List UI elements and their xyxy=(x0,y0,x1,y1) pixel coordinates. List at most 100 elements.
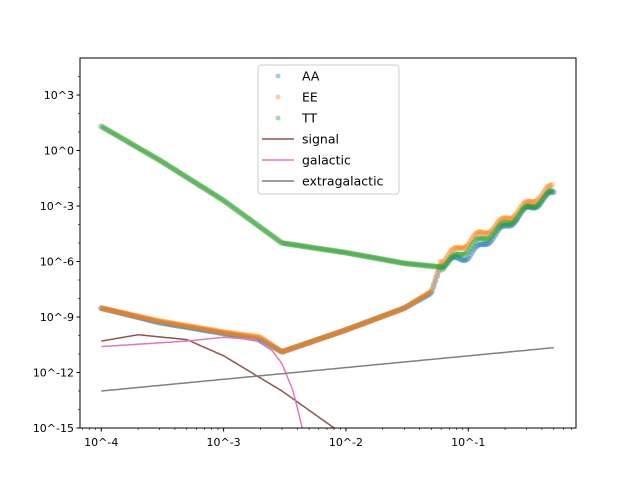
data-point xyxy=(314,245,321,252)
data-point xyxy=(402,304,409,311)
data-point xyxy=(240,211,247,218)
data-point xyxy=(460,245,467,252)
data-point xyxy=(202,326,209,332)
data-point xyxy=(153,155,160,162)
data-point xyxy=(282,347,289,354)
data-point xyxy=(119,309,126,316)
legend-marker-AA xyxy=(275,73,281,79)
data-point xyxy=(250,333,257,340)
data-point xyxy=(124,311,131,318)
data-point xyxy=(363,253,370,260)
data-point xyxy=(157,319,164,326)
data-point xyxy=(394,259,401,265)
data-point xyxy=(171,166,177,173)
data-point xyxy=(304,340,311,347)
data-point xyxy=(294,343,301,350)
data-point xyxy=(354,322,361,329)
data-point xyxy=(411,261,418,268)
data-point xyxy=(274,346,281,353)
data-point xyxy=(294,343,300,350)
data-point xyxy=(120,310,127,317)
legend-marker-TT xyxy=(275,115,281,121)
data-point xyxy=(214,193,221,200)
data-point xyxy=(481,230,487,236)
data-point xyxy=(399,305,406,312)
data-point xyxy=(488,238,495,245)
data-point xyxy=(159,320,166,326)
data-point xyxy=(436,264,442,271)
data-point xyxy=(211,328,218,335)
data-point xyxy=(297,342,304,349)
data-point xyxy=(538,193,545,200)
data-point xyxy=(387,310,394,317)
data-point xyxy=(269,233,276,240)
data-point xyxy=(139,314,146,321)
data-point xyxy=(268,341,274,348)
data-point xyxy=(203,326,210,333)
data-point xyxy=(155,319,162,326)
data-point xyxy=(252,333,259,340)
data-point xyxy=(472,244,479,251)
data-point xyxy=(491,229,498,236)
data-point xyxy=(474,242,481,249)
data-point xyxy=(425,289,432,296)
data-point xyxy=(439,264,446,271)
data-point xyxy=(339,328,345,335)
data-point xyxy=(321,246,328,253)
data-point xyxy=(422,262,429,269)
data-point xyxy=(509,222,515,228)
data-point xyxy=(273,345,280,351)
data-point xyxy=(439,266,446,273)
data-point xyxy=(539,190,546,197)
data-point xyxy=(428,288,435,295)
data-point xyxy=(164,161,171,168)
data-point xyxy=(110,308,117,315)
data-point xyxy=(250,219,257,226)
data-point xyxy=(378,313,385,320)
data-point xyxy=(179,171,186,178)
data-point xyxy=(397,306,404,313)
data-point xyxy=(100,124,106,131)
data-point xyxy=(160,320,167,327)
data-point xyxy=(152,317,158,324)
data-point xyxy=(105,306,112,313)
legend-label: extragalactic xyxy=(302,174,384,189)
data-point xyxy=(274,346,280,353)
x-tick-label: 10^-1 xyxy=(451,436,485,449)
data-point xyxy=(380,256,387,263)
data-point xyxy=(352,323,359,330)
data-point xyxy=(325,247,332,253)
data-point xyxy=(318,335,325,342)
data-point xyxy=(385,311,392,317)
plot-area xyxy=(98,123,557,428)
data-point xyxy=(449,252,456,259)
data-point xyxy=(439,260,446,266)
series-line xyxy=(101,336,304,428)
data-point xyxy=(145,150,151,157)
data-point xyxy=(231,330,238,337)
data-point xyxy=(200,184,207,191)
data-point xyxy=(462,244,468,251)
data-point xyxy=(441,264,448,271)
data-point xyxy=(134,314,141,321)
legend-label: signal xyxy=(302,132,339,147)
data-point xyxy=(181,172,188,179)
data-point xyxy=(325,333,332,339)
data-point xyxy=(148,317,155,324)
data-point xyxy=(477,235,484,242)
data-point xyxy=(543,190,550,197)
data-point xyxy=(176,321,183,328)
data-point xyxy=(500,220,507,227)
data-point xyxy=(394,307,401,314)
data-point xyxy=(298,342,305,349)
data-point xyxy=(200,325,207,332)
data-point xyxy=(515,207,522,214)
data-point xyxy=(307,244,314,251)
data-point xyxy=(448,254,455,261)
data-point xyxy=(127,140,134,147)
data-point xyxy=(409,300,416,307)
series-line xyxy=(101,346,554,392)
data-point xyxy=(368,254,375,261)
data-point xyxy=(479,229,486,236)
data-point xyxy=(482,230,489,237)
